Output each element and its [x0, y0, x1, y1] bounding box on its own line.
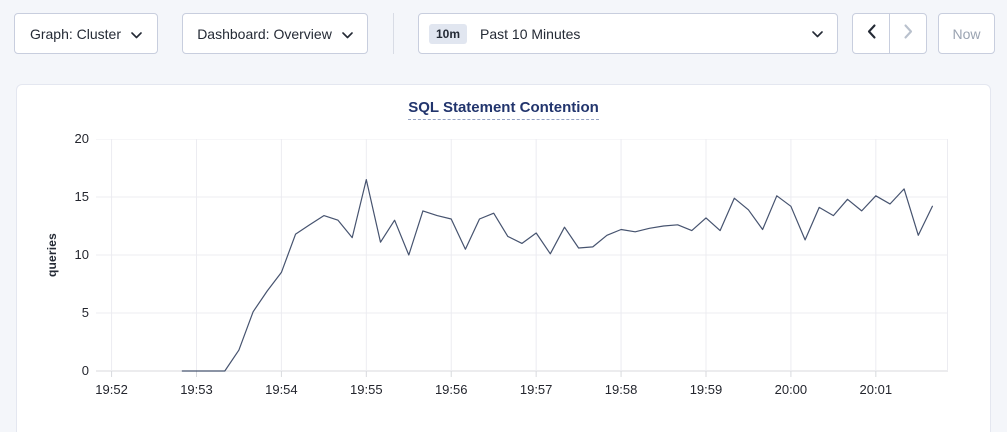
x-tick-label: 19:55	[350, 382, 383, 397]
x-tick-label: 20:01	[859, 382, 893, 397]
time-range-label: Past 10 Minutes	[480, 25, 581, 42]
next-time-button[interactable]	[889, 13, 927, 54]
graph-dropdown-label: Graph: Cluster	[29, 25, 122, 42]
chart-title-row: SQL Statement Contention	[17, 99, 990, 120]
prev-time-button[interactable]	[852, 13, 890, 54]
series-line-queries	[181, 178, 934, 372]
y-tick-label: 20	[74, 131, 89, 146]
x-tick-label: 20:00	[774, 382, 808, 397]
chart-area: queries 0 5 10 15 20 19:52 19:53 19:54 19:55 19:5…	[17, 85, 992, 432]
time-range-picker[interactable]: 10m Past 10 Minutes	[418, 13, 838, 54]
chevron-down-icon	[812, 25, 823, 43]
x-tick-label: 19:54	[265, 382, 298, 397]
y-tick-label: 15	[74, 189, 89, 204]
x-tick-label: 19:59	[689, 382, 723, 397]
chevron-left-icon	[867, 23, 876, 44]
toolbar-divider	[393, 13, 394, 54]
now-button[interactable]: Now	[938, 13, 995, 54]
y-tick-label: 5	[81, 305, 89, 320]
toolbar: Graph: Cluster Dashboard: Overview 10m P…	[0, 0, 1007, 70]
chart-panel: SQL Statement Contention queries 0 5 10 15 2…	[16, 84, 991, 432]
y-tick-label: 0	[81, 363, 89, 378]
y-tick-label: 10	[74, 247, 89, 262]
time-step-controls	[852, 13, 927, 54]
x-tick-label: 19:56	[434, 382, 468, 397]
x-tick-label: 19:58	[604, 382, 638, 397]
chevron-down-icon	[342, 26, 353, 42]
dashboard-dropdown[interactable]: Dashboard: Overview	[182, 13, 368, 54]
chevron-right-icon	[903, 23, 913, 44]
time-range-badge: 10m	[429, 23, 468, 44]
chart-title[interactable]: SQL Statement Contention	[408, 99, 599, 120]
x-tick-label: 19:57	[519, 382, 553, 397]
x-tick-label: 19:52	[95, 382, 128, 397]
graph-dropdown[interactable]: Graph: Cluster	[14, 13, 158, 54]
dashboard-dropdown-label: Dashboard: Overview	[197, 25, 332, 42]
x-tick-label: 19:53	[180, 382, 213, 397]
chart-plot[interactable]	[96, 139, 948, 379]
chevron-down-icon	[131, 26, 142, 42]
